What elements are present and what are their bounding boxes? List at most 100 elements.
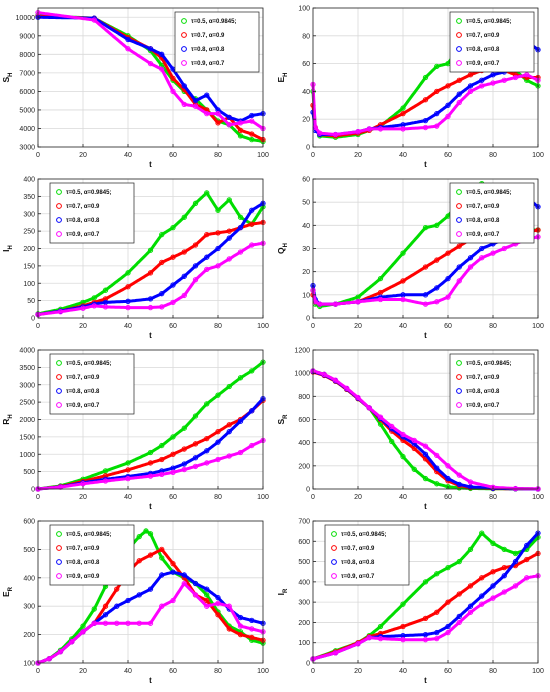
data-point: [147, 46, 154, 52]
y-tick-label: 60: [302, 177, 310, 184]
data-point: [237, 214, 244, 220]
data-point: [136, 533, 142, 540]
data-point: [422, 264, 429, 270]
y-tick-label: 7000: [19, 70, 35, 77]
y-tick-label: 500: [298, 559, 310, 566]
data-point: [456, 591, 462, 597]
data-point: [114, 586, 120, 592]
y-tick-label: 0: [31, 316, 35, 323]
data-point: [389, 423, 395, 430]
x-tick-label: 100: [532, 152, 544, 159]
legend-box: [174, 11, 260, 73]
data-point: [456, 77, 462, 83]
legend-box: [49, 182, 135, 244]
x-tick-label: 20: [79, 494, 87, 501]
legend-marker: [456, 60, 462, 66]
data-point: [237, 623, 244, 629]
data-point: [249, 442, 255, 449]
legend-entry: τ=0.9, α=0.7: [466, 61, 500, 67]
data-point: [434, 222, 440, 228]
y-tick-label: 200: [298, 463, 310, 470]
y-tick-label: 6000: [19, 89, 35, 96]
legend-marker: [56, 545, 62, 551]
data-point: [181, 461, 187, 467]
data-point: [512, 485, 519, 492]
data-point: [226, 256, 232, 262]
y-axis-label-sub: R: [283, 588, 289, 593]
axes-frame: [312, 7, 539, 148]
legend: τ=0.5, α=0.9845; τ=0.7, α=0.9 τ=0.8, α=0.8…: [174, 11, 260, 73]
legend-entry: τ=0.8, α=0.8: [466, 47, 500, 53]
panel-eh: 0 20 40 60 80 100 0 20 40 60 80 100 t EH τ=0.5, α=0.98…: [275, 0, 550, 171]
series-4: [35, 9, 266, 132]
data-point: [102, 603, 109, 609]
data-point: [237, 120, 244, 126]
data-point: [490, 80, 496, 86]
legend-entry: τ=0.7, α=0.9: [466, 33, 500, 39]
data-point: [147, 460, 154, 466]
legend-marker: [456, 203, 462, 209]
data-point: [147, 552, 154, 558]
legend-entry: τ=0.7, α=0.9: [191, 33, 225, 39]
legend-entry: τ=0.8, α=0.8: [466, 389, 500, 395]
data-point: [181, 214, 187, 220]
x-axis-label: t: [424, 331, 427, 340]
x-tick-label: 100: [532, 494, 544, 501]
legend-marker: [56, 231, 62, 237]
y-axis-label-main: I: [1, 249, 11, 251]
y-tick-label: 600: [298, 417, 310, 424]
data-point: [147, 304, 154, 311]
x-tick-label: 20: [79, 152, 87, 159]
axes-frame: [37, 520, 264, 664]
data-point: [159, 291, 165, 297]
y-axis-label-main: I: [276, 593, 286, 595]
y-tick-label: 300: [298, 600, 310, 607]
legend: τ=0.5, α=0.9845; τ=0.7, α=0.9 τ=0.8, α=0.8…: [324, 524, 410, 586]
data-point: [192, 242, 199, 248]
data-point: [524, 542, 530, 548]
y-tick-label: 100: [298, 640, 310, 647]
series-line-4: [36, 582, 265, 665]
data-point: [181, 466, 187, 473]
y-tick-label: 500: [23, 469, 35, 476]
data-point: [226, 197, 232, 203]
y-tick-label: 40: [302, 89, 310, 96]
y-tick-label: 3500: [19, 365, 35, 372]
data-point: [204, 401, 210, 407]
data-point: [215, 612, 221, 618]
x-tick-label: 40: [124, 152, 132, 159]
data-point: [456, 481, 462, 488]
data-point: [147, 60, 154, 67]
data-point: [400, 126, 406, 132]
data-point: [237, 225, 244, 231]
x-axis-label: t: [149, 160, 152, 169]
legend-box: [49, 524, 135, 586]
legend-entry: τ=0.5, α=0.9845;: [66, 532, 111, 538]
data-point: [479, 77, 485, 83]
y-axis-label-sub: H: [8, 72, 14, 76]
legend-marker: [181, 46, 187, 52]
series-line-4: [311, 73, 540, 136]
data-point: [136, 620, 142, 626]
x-tick-label: 60: [444, 152, 452, 159]
data-point: [170, 225, 176, 231]
legend: τ=0.5, α=0.9845; τ=0.7, α=0.9 τ=0.8, α=0.8…: [49, 524, 135, 586]
data-point: [159, 471, 165, 478]
data-point: [524, 72, 530, 78]
data-point: [249, 634, 255, 641]
x-tick-label: 0: [311, 494, 315, 501]
data-point: [102, 287, 109, 293]
data-point: [181, 446, 187, 452]
data-point: [501, 565, 507, 571]
data-point: [445, 102, 451, 108]
data-point: [467, 603, 474, 609]
data-point: [490, 72, 496, 78]
legend-entry: τ=0.7, α=0.9: [466, 375, 500, 381]
data-point: [422, 637, 429, 643]
y-axis-label: QH: [276, 243, 289, 254]
y-axis-label-sub: R: [8, 586, 14, 591]
data-point: [147, 620, 154, 626]
y-axis-label-sub: H: [8, 414, 14, 418]
data-point: [136, 592, 142, 598]
x-axis-label: t: [424, 502, 427, 511]
